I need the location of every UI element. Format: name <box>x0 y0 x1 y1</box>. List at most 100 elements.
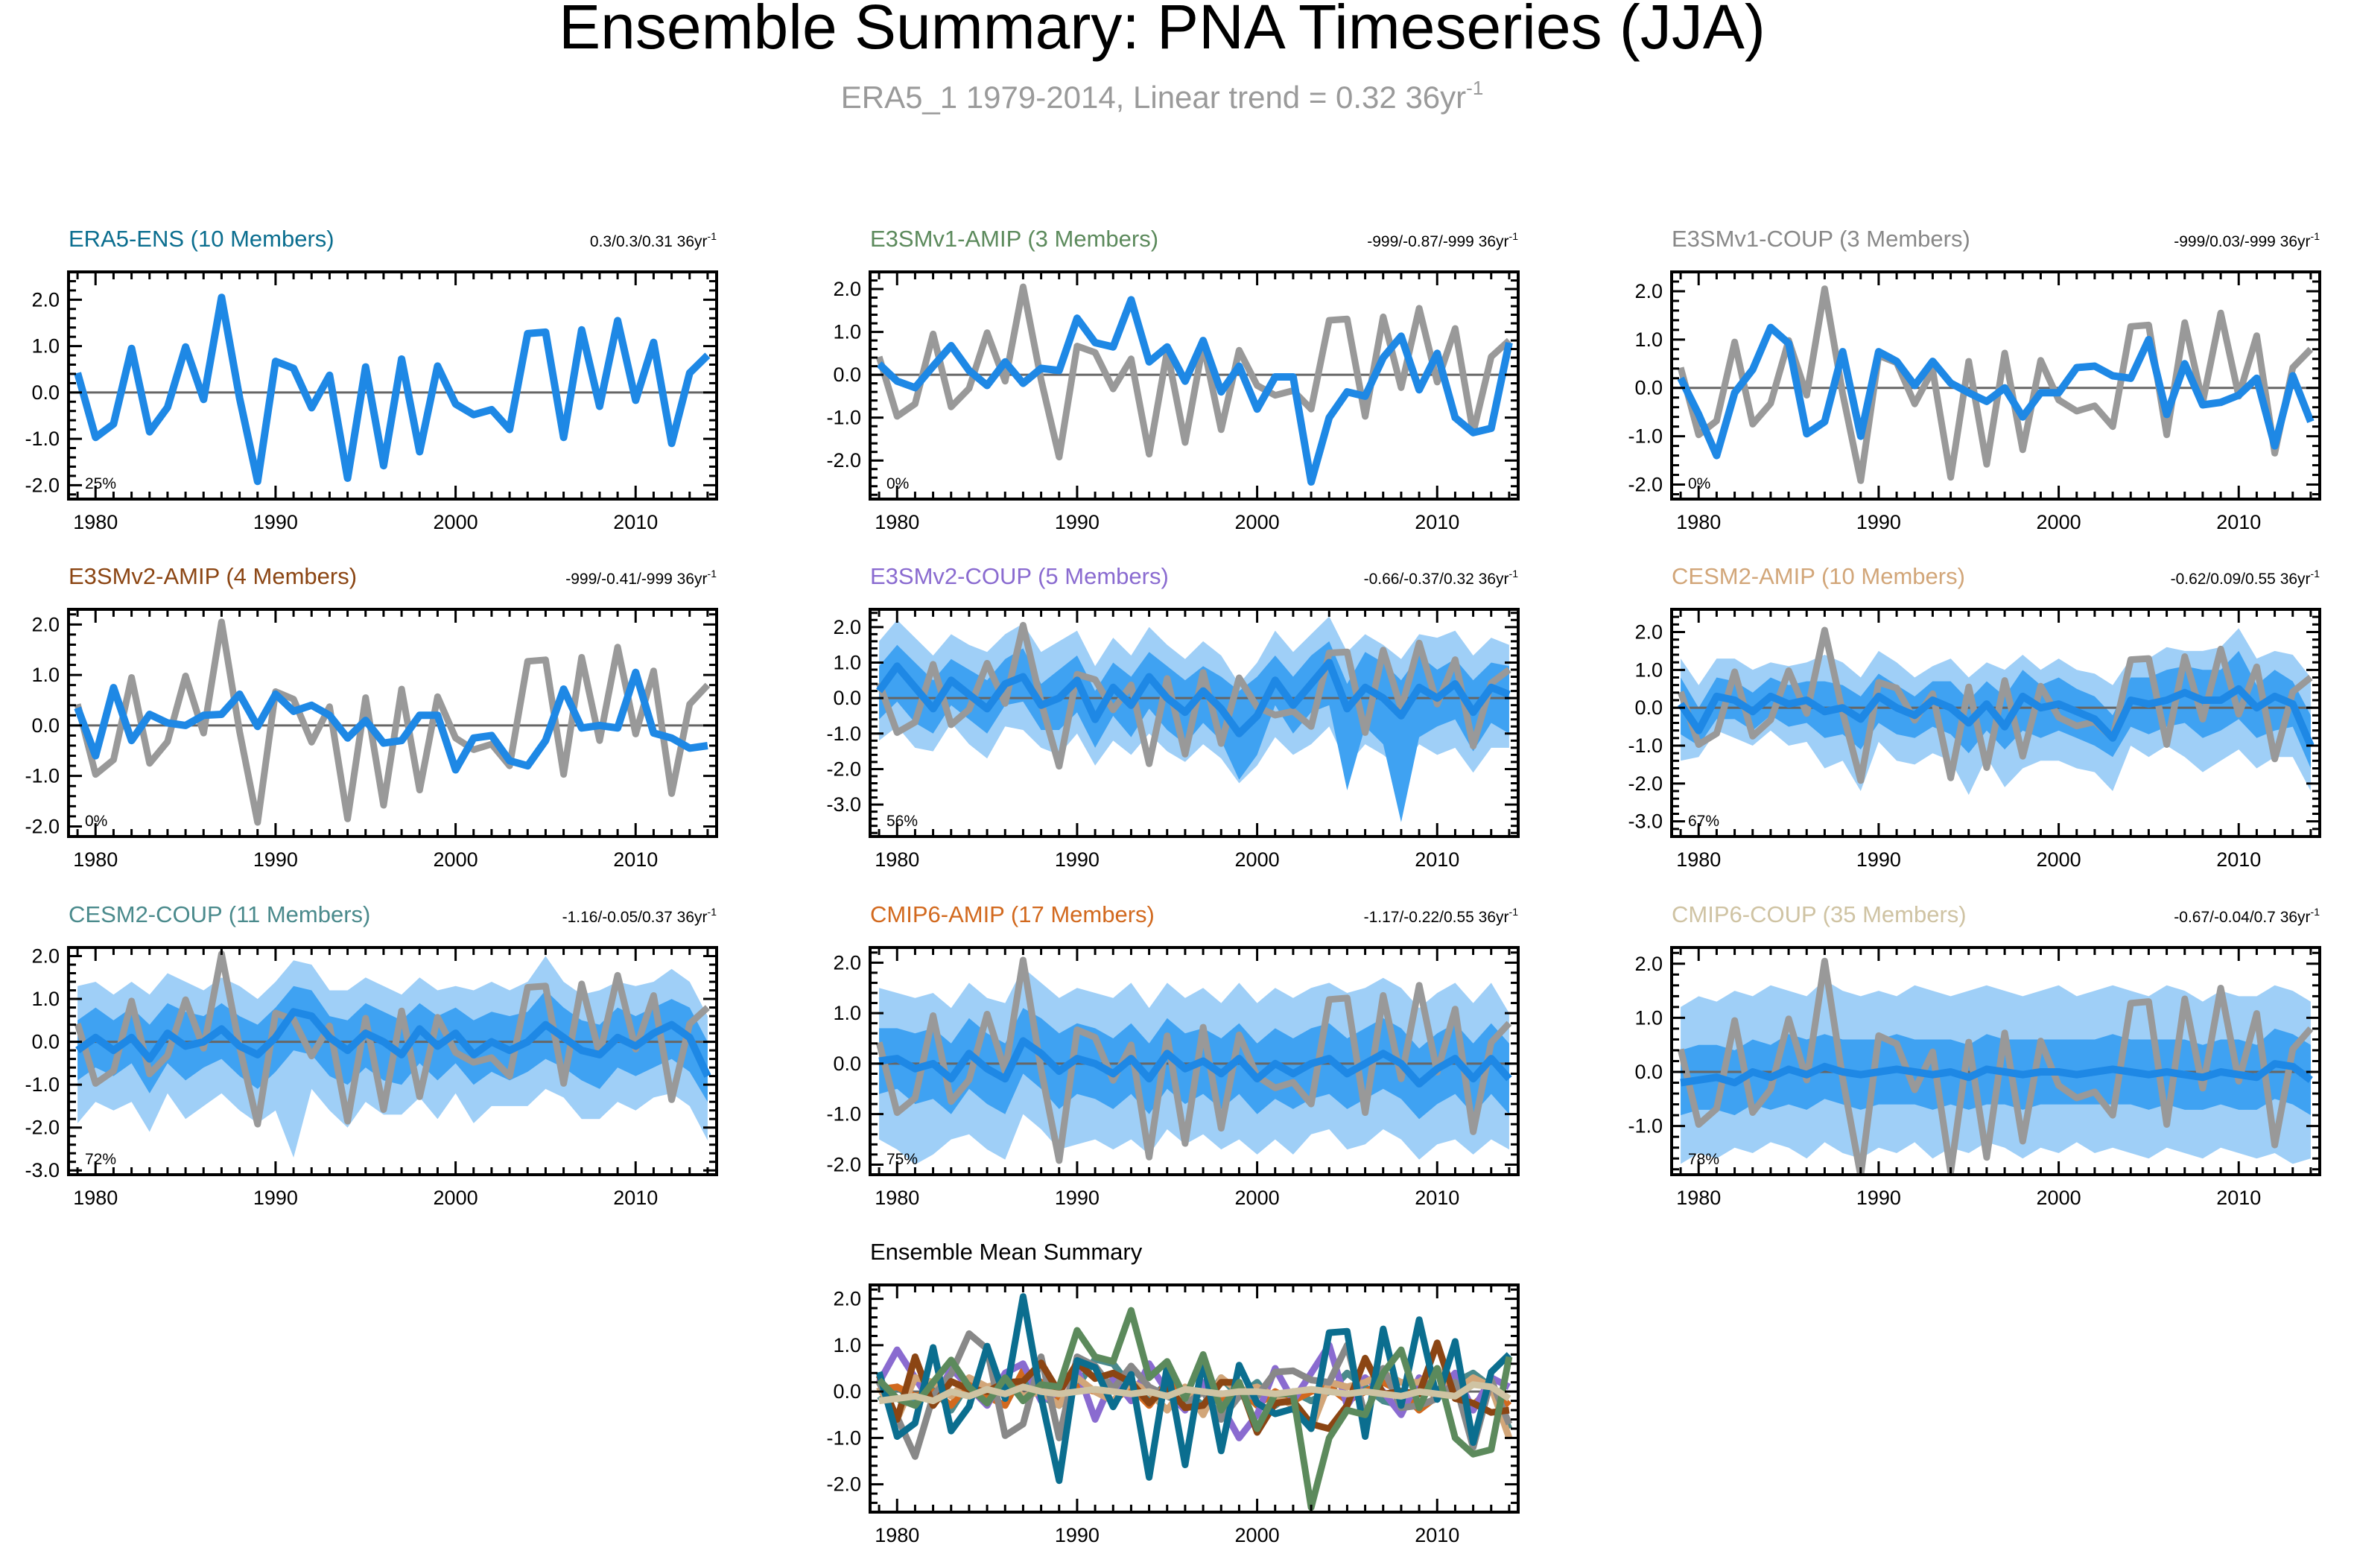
trend-label-text: -999/-0.41/-999 36yr <box>565 571 707 588</box>
y-tick-label: 1.0 <box>833 1334 861 1356</box>
y-tick-label: 0.0 <box>833 687 861 709</box>
y-tick-label: -1.0 <box>826 723 861 745</box>
x-tick-label: 1980 <box>875 1524 919 1546</box>
x-tick-label: 1990 <box>1055 848 1100 871</box>
y-tick-label: 0.0 <box>1634 696 1663 719</box>
obs-line <box>1677 626 2313 784</box>
x-tick-label: 2000 <box>2037 511 2081 533</box>
y-tick-label: -3.0 <box>826 793 861 816</box>
y-tick-label: 0.0 <box>1634 377 1663 399</box>
trend-label-text: -999/0.03/-999 36yr <box>2174 233 2310 250</box>
pct-label: 78% <box>1688 1151 1719 1168</box>
y-tick-label: 2.0 <box>833 1288 861 1310</box>
ensemble-mean-line <box>1680 1060 2313 1087</box>
y-tick-label: 1.0 <box>1634 1006 1663 1029</box>
x-tick-label: 1990 <box>1055 1524 1100 1546</box>
x-tick-label: 1980 <box>1676 848 1721 871</box>
pct-label: 75% <box>886 1151 918 1168</box>
y-tick-label: -1.0 <box>25 765 60 787</box>
obs-line <box>74 950 710 1128</box>
y-tick-label: -3.0 <box>1628 810 1663 833</box>
trend-label-sup: -1 <box>2311 906 2320 918</box>
ensemble-mean-line <box>74 668 708 774</box>
pct-label: 0% <box>1688 475 1710 492</box>
x-tick-label: 2010 <box>2216 848 2261 871</box>
panel-frame <box>869 270 1520 501</box>
x-tick-label: 1990 <box>253 848 298 871</box>
y-tick-label: 1.0 <box>1634 658 1663 681</box>
trend-label-sup: -1 <box>1509 230 1519 242</box>
x-tick-label: 1980 <box>73 848 118 871</box>
y-tick-label: 2.0 <box>833 951 861 974</box>
y-tick-label: 2.0 <box>1634 621 1663 644</box>
ensemble-mean-line <box>75 1008 711 1078</box>
x-tick-label: 2000 <box>2037 848 2081 871</box>
x-tick-label: 2000 <box>434 848 478 871</box>
trend-label-sup: -1 <box>2311 230 2320 242</box>
figure-title: Ensemble Summary: PNA Timeseries (JJA) <box>559 0 1766 62</box>
panel-e3smv2-amip: 1980 1990 2000 2010 2.0 1.0 0.0 -1.0 -2.0 E3SMv2-… <box>25 563 718 871</box>
pct-label: 25% <box>85 475 116 492</box>
panel-cmip6-amip: 1980 1990 2000 2010 2.0 1.0 0.0 -1.0 -2.0 CMIP6-A… <box>826 901 1520 1209</box>
trend-label-text: 0.3/0.3/0.31 36yr <box>590 233 708 250</box>
trend-label-text: -0.66/-0.37/0.32 36yr <box>1364 571 1509 588</box>
plot-area <box>69 950 717 1158</box>
x-tick-label: 2000 <box>434 1187 478 1209</box>
y-tick-label: -2.0 <box>25 1117 60 1139</box>
ensemble-mean-line <box>876 658 1511 737</box>
y-tick-label: 2.0 <box>31 945 60 968</box>
figure-subtitle: ERA5_1 1979-2014, Linear trend = 0.32 36… <box>841 77 1484 115</box>
y-tick-label: -1.0 <box>826 1426 861 1449</box>
plot-area <box>1672 957 2320 1175</box>
panel-frame <box>67 270 718 501</box>
x-tick-label: 1990 <box>253 1187 298 1209</box>
panel-ensemble-mean-summary: 1980 1990 2000 2010 2.0 1.0 0.0 -1.0 -2.0 Ensembl… <box>826 1239 1520 1546</box>
y-tick-label: -1.0 <box>25 428 60 450</box>
x-tick-label: 1990 <box>1055 1187 1100 1209</box>
y-tick-label: 1.0 <box>31 988 60 1010</box>
panel-title: CMIP6-COUP (35 Members) <box>1672 901 1967 927</box>
plot-area <box>1672 626 2320 796</box>
x-tick-label: 2000 <box>1235 511 1280 533</box>
y-tick-label: -2.0 <box>826 1473 861 1496</box>
trend-label-text: -0.62/0.09/0.55 36yr <box>2171 571 2311 588</box>
trend-label-text: -1.17/-0.22/0.55 36yr <box>1364 909 1509 926</box>
panel-frame <box>1670 270 2321 501</box>
x-tick-label: 2000 <box>434 511 478 533</box>
panel-title: CESM2-COUP (11 Members) <box>69 901 370 927</box>
y-tick-label: 2.0 <box>833 278 861 300</box>
pct-label: 56% <box>886 813 918 830</box>
obs-line <box>875 283 1511 461</box>
y-tick-label: 0.0 <box>31 714 60 737</box>
ensemble-mean-line <box>74 293 711 486</box>
figure-subtitle-sup: -1 <box>1466 77 1483 99</box>
x-tick-label: 1980 <box>875 1187 919 1209</box>
y-tick-label: -2.0 <box>25 474 60 496</box>
panel-cesm2-amip: 1980 1990 2000 2010 2.0 1.0 0.0 -1.0 -2.0 -3.0 CES… <box>1628 563 2321 871</box>
x-tick-label: 2010 <box>1415 1187 1459 1209</box>
series-line-era5-ens <box>875 1293 1512 1485</box>
trend-label-sup: -1 <box>708 230 717 242</box>
trend-label: -1.16/-0.05/0.37 36yr-1 <box>562 906 717 926</box>
panel-e3smv1-amip: 1980 1990 2000 2010 2.0 1.0 0.0 -1.0 -2.0 E3SMv1-… <box>826 226 1520 533</box>
plot-area <box>1672 285 2320 484</box>
trend-label-text: -0.67/-0.04/0.7 36yr <box>2174 909 2310 926</box>
y-tick-label: -2.0 <box>1628 772 1663 795</box>
x-tick-label: 1980 <box>875 511 919 533</box>
trend-label-text: -1.16/-0.05/0.37 36yr <box>562 909 708 926</box>
y-tick-label: -1.0 <box>1628 425 1663 448</box>
panel-frame <box>67 608 718 838</box>
panel-e3smv1-coup: 1980 1990 2000 2010 2.0 1.0 0.0 -1.0 -2.0 E3SMv1-… <box>1628 226 2321 533</box>
y-tick-label: -2.0 <box>25 815 60 837</box>
x-tick-label: 2010 <box>1415 1524 1459 1546</box>
y-tick-label: -1.0 <box>826 407 861 429</box>
y-tick-label: 1.0 <box>833 651 861 673</box>
trend-label: -1.17/-0.22/0.55 36yr-1 <box>1364 906 1519 926</box>
x-tick-label: 1980 <box>1676 511 1721 533</box>
x-tick-label: 2000 <box>2037 1187 2081 1209</box>
y-tick-label: -2.0 <box>1628 474 1663 496</box>
y-tick-label: -3.0 <box>25 1159 60 1181</box>
trend-label: -0.66/-0.37/0.32 36yr-1 <box>1364 568 1519 588</box>
trend-label: -999/-0.87/-999 36yr-1 <box>1367 230 1518 250</box>
panel-title: ERA5-ENS (10 Members) <box>69 226 334 252</box>
